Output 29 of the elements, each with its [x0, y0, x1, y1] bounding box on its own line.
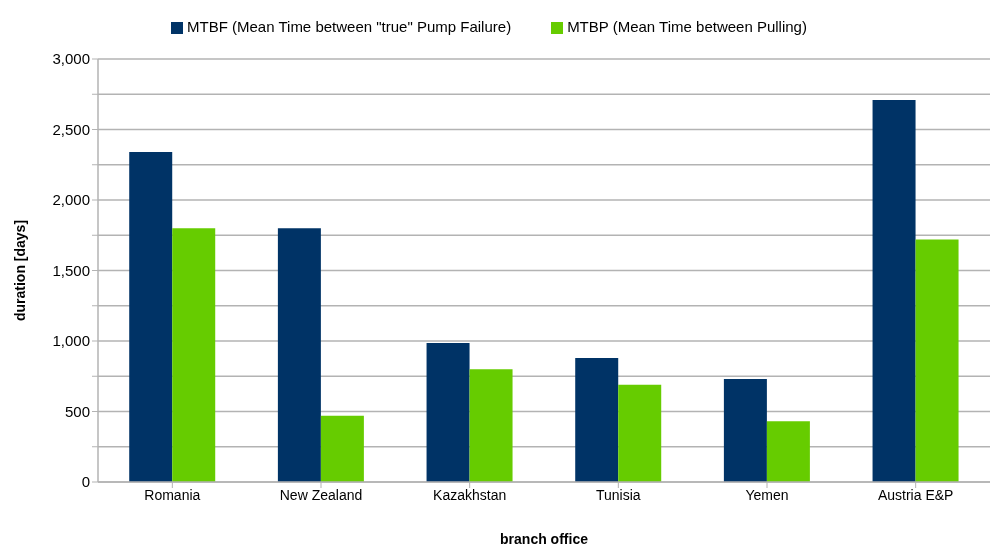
- y-tick-label: 0: [81, 473, 90, 491]
- x-tick-label: Kazakhstan: [433, 486, 507, 503]
- bar: [469, 369, 513, 482]
- bar: [766, 421, 810, 482]
- legend-label: MTBP (Mean Time between Pulling): [567, 18, 807, 35]
- legend-label: MTBF (Mean Time between "true" Pump Failure): [187, 18, 512, 35]
- bar: [872, 99, 916, 482]
- x-axis-title: branch office: [500, 531, 589, 547]
- bar: [915, 239, 959, 482]
- x-tick-label: Yemen: [745, 486, 789, 503]
- bar: [129, 152, 173, 482]
- y-tick-label: 1,500: [52, 261, 90, 279]
- y-tick-label: 3,000: [52, 50, 90, 68]
- y-tick-label: 2,500: [52, 120, 90, 138]
- bar: [320, 415, 364, 482]
- bar: [723, 379, 767, 482]
- bar: [277, 228, 321, 482]
- bar: [426, 343, 470, 482]
- bar: [575, 357, 619, 482]
- y-axis-title: duration [days]: [11, 219, 28, 322]
- y-tick-label: 1,000: [52, 332, 90, 350]
- x-tick-label: New Zealand: [279, 486, 363, 503]
- x-tick-label: Tunisia: [596, 486, 641, 503]
- y-tick-label: 2,000: [52, 191, 90, 209]
- bar: [172, 228, 216, 482]
- y-tick-label: 500: [64, 402, 90, 420]
- x-tick-label: Austria E&P: [877, 486, 954, 503]
- bar: [618, 384, 662, 482]
- x-tick-label: Romania: [144, 486, 201, 503]
